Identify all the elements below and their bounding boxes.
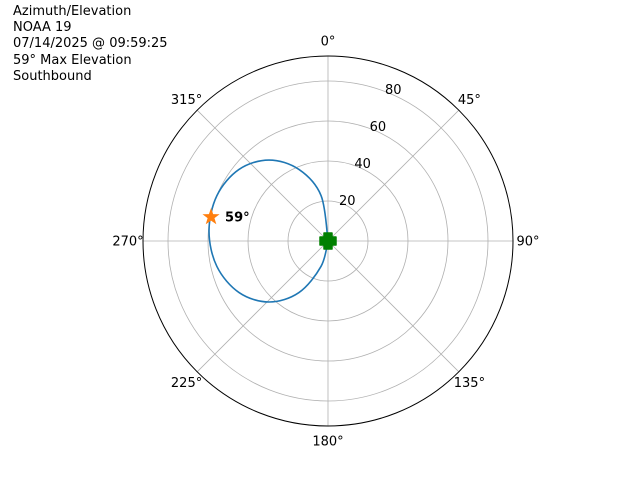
pass-track-line: [208, 159, 329, 303]
theta-gridline: [327, 240, 460, 373]
theta-gridline: [327, 109, 460, 242]
theta-tick-label: 315°: [171, 93, 202, 108]
theta-tick-label: 135°: [454, 376, 485, 391]
satellite-name: NOAA 19: [13, 20, 72, 36]
start-plus-marker: [319, 232, 337, 250]
theta-tick-label: 90°: [516, 235, 539, 250]
pass-datetime: 07/14/2025 @ 09:59:25: [13, 36, 168, 52]
theta-tick-label: 180°: [312, 435, 343, 450]
r-tick-label: 80: [385, 83, 402, 98]
theta-tick-label: 0°: [321, 35, 336, 50]
theta-gridline: [196, 109, 329, 242]
theta-tick-label: 45°: [458, 93, 481, 108]
theta-tick-label: 225°: [171, 376, 202, 391]
r-tick-label: 60: [370, 120, 387, 135]
max-elevation-star-marker: [202, 207, 220, 225]
max-elevation-label: 59°: [225, 210, 250, 225]
chart-title: Azimuth/Elevation: [13, 4, 132, 19]
r-tick-label: 20: [339, 194, 356, 209]
info-block: Azimuth/Elevation NOAA 19 07/14/2025 @ 0…: [13, 4, 168, 85]
theta-gridline: [196, 240, 329, 373]
pass-direction: Southbound: [13, 68, 92, 84]
theta-tick-label: 270°: [112, 235, 143, 250]
r-tick-label: 40: [354, 157, 371, 172]
polar-frame: [142, 55, 514, 427]
max-elevation: 59° Max Elevation: [13, 52, 132, 68]
